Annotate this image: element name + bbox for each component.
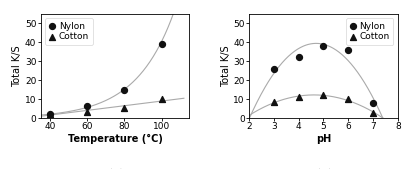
Nylon	[270, 67, 276, 70]
Nylon	[369, 102, 375, 104]
Cotton	[344, 98, 351, 101]
Cotton	[84, 110, 90, 113]
Cotton	[320, 94, 326, 97]
X-axis label: Temperature (°C): Temperature (°C)	[67, 134, 162, 144]
Cotton	[369, 111, 375, 114]
Nylon	[84, 105, 90, 107]
Cotton	[158, 98, 164, 101]
Cotton	[121, 106, 127, 109]
Y-axis label: Total K/S: Total K/S	[12, 45, 22, 87]
Cotton	[295, 96, 301, 99]
Cotton	[47, 112, 53, 115]
Nylon	[158, 43, 164, 45]
Nylon	[320, 45, 326, 47]
Y-axis label: Total K/S: Total K/S	[220, 45, 230, 87]
X-axis label: pH: pH	[315, 134, 330, 144]
Legend: Nylon, Cotton: Nylon, Cotton	[45, 18, 92, 45]
Cotton	[270, 101, 276, 103]
Nylon	[47, 113, 53, 116]
Nylon	[121, 88, 127, 91]
Nylon	[344, 48, 351, 51]
Legend: Nylon, Cotton: Nylon, Cotton	[345, 18, 392, 45]
Nylon	[295, 56, 301, 59]
